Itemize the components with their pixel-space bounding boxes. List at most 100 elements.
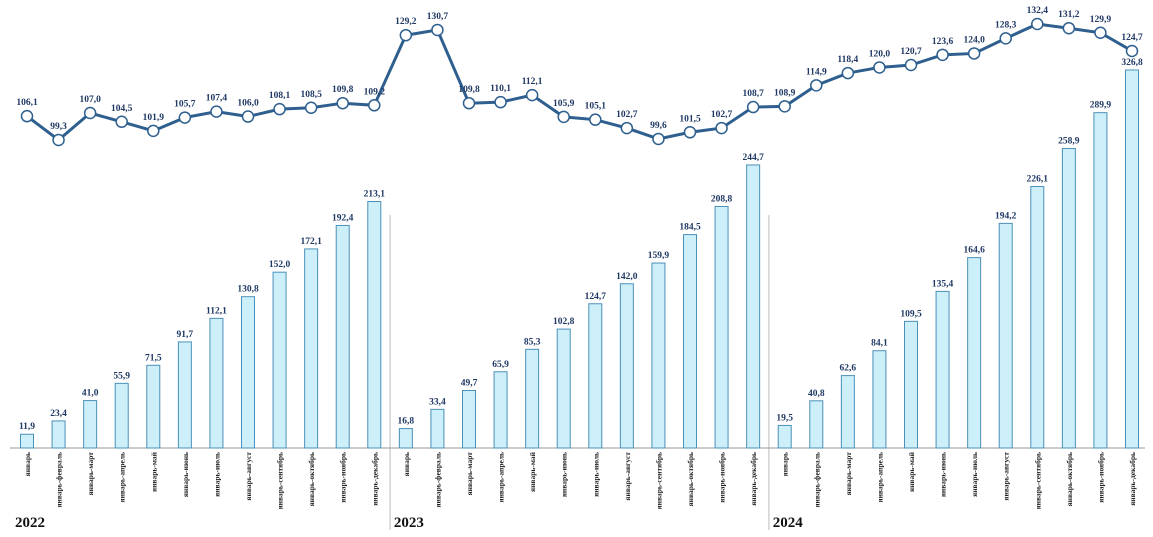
x-tick-label: январь-май — [528, 451, 537, 492]
bar-value-label: 194,2 — [995, 211, 1017, 221]
x-tick-label: январь-апрель — [497, 452, 506, 502]
line-value-label: 129,9 — [1090, 15, 1112, 25]
bar — [209, 317, 224, 449]
x-tick-label: январь-июнь — [939, 452, 948, 497]
group-label: 2022 — [15, 515, 45, 531]
bar — [304, 248, 319, 449]
bar-value-label: 49,7 — [461, 379, 478, 389]
bar-value-label: 109,5 — [900, 309, 922, 319]
line-value-label: 105,9 — [553, 99, 575, 109]
bar-value-label: 65,9 — [492, 360, 509, 370]
bar-value-label: 326,8 — [1121, 58, 1143, 68]
line-marker — [304, 101, 318, 115]
line-marker — [904, 58, 918, 72]
x-tick-label: январь — [402, 452, 411, 476]
bar-value-label: 91,7 — [177, 330, 194, 340]
line-marker — [715, 121, 728, 135]
line-marker — [652, 132, 665, 146]
bar-value-label: 55,9 — [113, 371, 130, 381]
bar-value-label: 102,8 — [553, 317, 575, 327]
bar-value-label: 226,1 — [1027, 174, 1049, 184]
x-tick-label: январь — [781, 452, 790, 476]
bar — [746, 164, 761, 449]
bar — [241, 296, 255, 449]
bar — [51, 420, 66, 449]
line-value-label: 102,7 — [711, 110, 733, 120]
bar-value-label: 40,8 — [808, 389, 825, 399]
line-marker — [999, 32, 1012, 45]
bar — [809, 400, 824, 449]
line-value-label: 107,0 — [79, 95, 101, 105]
x-tick-label: январь-апрель — [875, 452, 884, 502]
x-tick-label: январь-декабрь — [370, 452, 379, 506]
bar — [1125, 69, 1139, 449]
bar — [272, 271, 287, 449]
bar — [146, 364, 161, 449]
line-value-label: 124,0 — [963, 35, 985, 45]
x-tick-label: январь-ноябрь — [1096, 452, 1105, 503]
bar — [840, 375, 855, 449]
group-label: 2023 — [394, 515, 424, 531]
line-value-label: 108,9 — [774, 88, 796, 98]
bar-value-label: 23,4 — [50, 409, 67, 419]
line-marker — [494, 95, 507, 109]
line-value-label: 107,4 — [206, 94, 228, 104]
line-value-label: 105,7 — [174, 100, 196, 110]
x-tick-label: январь-сентябрь — [1033, 452, 1042, 509]
bar — [1093, 112, 1108, 449]
bar — [462, 390, 476, 449]
line-marker — [147, 124, 160, 138]
line-marker — [841, 66, 855, 80]
x-tick-label: январь-август — [623, 452, 632, 501]
line-value-label: 101,9 — [143, 113, 165, 123]
bar — [714, 205, 729, 449]
line-marker — [368, 99, 381, 112]
bar-value-label: 244,7 — [742, 153, 764, 163]
line-value-label: 109,8 — [332, 85, 354, 95]
bar-value-label: 33,4 — [429, 397, 446, 407]
bar-value-label: 130,8 — [237, 285, 259, 295]
bar-value-label: 11,9 — [19, 422, 35, 432]
line-value-label: 110,1 — [490, 84, 511, 94]
line-marker — [83, 106, 97, 120]
line-marker — [620, 121, 634, 135]
x-tick-label: январь-март — [86, 452, 95, 496]
x-tick-label: январь-август — [1002, 452, 1011, 501]
bar-value-label: 289,9 — [1090, 101, 1112, 111]
line-value-label: 102,7 — [616, 110, 638, 120]
line-marker — [683, 126, 697, 139]
x-tick-label: январь-март — [465, 452, 474, 496]
bar-value-label: 172,1 — [300, 237, 322, 247]
line-marker — [746, 100, 760, 114]
x-tick-label: январь-март — [844, 452, 853, 496]
bar — [1030, 185, 1045, 449]
bar-value-label: 124,7 — [585, 292, 607, 302]
bar — [967, 257, 982, 449]
line-value-label: 120,0 — [869, 49, 891, 59]
line-marker — [589, 113, 602, 126]
bar-value-label: 41,0 — [82, 389, 99, 399]
bar-value-label: 62,6 — [840, 364, 857, 374]
bar — [998, 222, 1013, 449]
line-marker — [178, 111, 192, 124]
line-marker — [399, 28, 413, 42]
bar-value-label: 208,8 — [711, 194, 733, 204]
bar-value-label: 184,5 — [679, 223, 701, 233]
line-marker — [936, 48, 949, 62]
x-tick-label: январь-июль — [591, 452, 600, 497]
line-marker — [273, 102, 286, 116]
bar-value-label: 258,9 — [1058, 137, 1080, 147]
bar — [683, 234, 697, 449]
x-tick-label: январь-февраль — [812, 452, 821, 508]
bar-value-label: 71,5 — [145, 353, 162, 363]
line-marker — [873, 61, 886, 74]
line-value-label: 123,6 — [932, 37, 954, 47]
bar-value-label: 19,5 — [776, 413, 793, 423]
x-tick-label: январь — [23, 452, 32, 476]
x-tick-label: январь-октябрь — [686, 452, 695, 506]
bar — [872, 350, 887, 449]
line-value-label: 114,9 — [806, 67, 827, 77]
line-marker — [336, 96, 349, 110]
line-value-label: 108,7 — [742, 89, 764, 99]
